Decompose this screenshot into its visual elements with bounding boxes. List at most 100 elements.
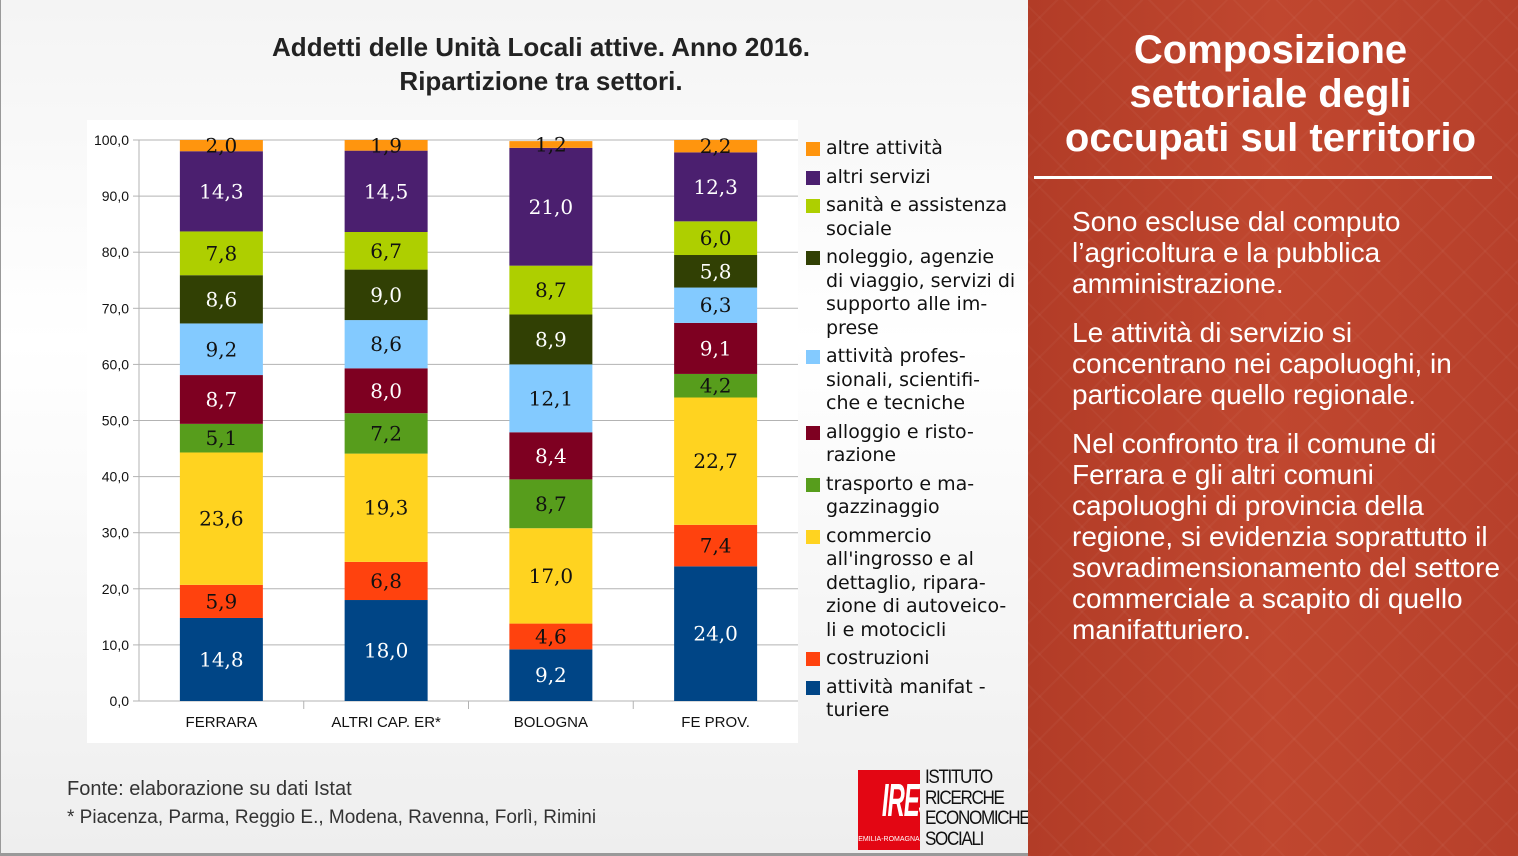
- data-label: 8,6: [370, 332, 402, 356]
- data-label: 8,9: [535, 327, 567, 351]
- y-tick-label: 90,0: [102, 188, 129, 204]
- legend-label: sanità e assistenza sociale: [826, 194, 1008, 240]
- bar-segment: [179, 375, 263, 424]
- logo-region: EMILIA-ROMAGNA: [858, 836, 920, 843]
- bar-segment: [179, 323, 263, 376]
- y-tick-label: 50,0: [102, 413, 129, 429]
- logo-mark: IRES EMILIA-ROMAGNA: [858, 770, 920, 850]
- data-label: 8,4: [535, 444, 567, 468]
- bar-segment: [674, 524, 758, 567]
- bar-segment: [509, 528, 593, 624]
- data-label: 5,8: [700, 259, 732, 283]
- data-label: 17,0: [529, 564, 574, 588]
- x-tick-label: FE PROV.: [681, 714, 750, 731]
- data-label: 19,3: [364, 496, 409, 520]
- data-label: 23,6: [199, 507, 244, 531]
- data-label: 24,0: [693, 622, 738, 646]
- logo-mark-text: IRES: [881, 774, 920, 826]
- legend-label: noleggio, agenzie di viaggio, servizi di s…: [826, 246, 1016, 339]
- side-paragraph: Le attività di servizio si concentrano n…: [1072, 317, 1452, 410]
- data-label: 14,3: [199, 179, 244, 203]
- data-label: 12,1: [529, 386, 574, 410]
- x-tick-label: BOLOGNA: [514, 714, 588, 731]
- bar-segment: [674, 152, 758, 222]
- data-label: 8,7: [535, 278, 567, 302]
- y-tick-label: 60,0: [102, 356, 129, 372]
- legend-item: alloggio e risto-razione: [806, 421, 1026, 468]
- legend-item: commercio all'ingrosso e al dettaglio, rip…: [806, 525, 1026, 643]
- data-label: 14,5: [364, 179, 409, 203]
- divider: [1034, 176, 1492, 179]
- data-label: 6,0: [700, 226, 732, 250]
- legend-swatch: [806, 529, 820, 544]
- data-label: 9,2: [535, 663, 567, 687]
- legend-label: costruzioni: [826, 647, 930, 669]
- legend-swatch: [806, 477, 820, 492]
- bar-segment: [179, 617, 263, 701]
- bar-segment: [344, 453, 428, 562]
- stacked-bar-chart: 0,0 10,0 20,0 30,0 40,0 50,0 60,0 70,0 80,0 90,0 1…: [94, 132, 798, 731]
- data-label: 9,2: [205, 337, 237, 361]
- bar-segment: [674, 287, 758, 323]
- data-label: 7,4: [700, 534, 732, 558]
- bar-segment: [344, 150, 428, 233]
- legend-swatch: [806, 199, 820, 213]
- chart-title: Addetti delle Unità Locali attive. Anno …: [141, 30, 941, 98]
- data-label: 1,2: [535, 132, 567, 156]
- legend-item: altre attività: [806, 137, 1026, 161]
- side-title: Composizione settoriale degli occupati s…: [1064, 28, 1477, 160]
- side-paragraph: Sono escluse dal computo l’agricoltura e…: [1072, 206, 1401, 299]
- bar-segment: [674, 255, 758, 288]
- legend-label: alloggio e risto-razione: [826, 420, 974, 467]
- y-tick-label: 20,0: [102, 581, 129, 597]
- data-label: 18,0: [364, 639, 409, 663]
- bar-segment: [344, 368, 428, 414]
- bar-segment: [509, 314, 593, 365]
- legend-label: attività profes-sionali, scientifi-che e…: [826, 345, 981, 414]
- footnote: * Piacenza, Parma, Reggio E., Modena, Ra…: [67, 807, 597, 828]
- bar-segment: [674, 221, 758, 256]
- data-label: 8,7: [535, 492, 567, 516]
- bar-segment: [344, 600, 428, 701]
- bar-segment: [344, 269, 428, 321]
- legend-item: attività manifat - turiere: [806, 676, 1026, 723]
- y-tick-label: 40,0: [102, 469, 129, 485]
- data-label: 4,2: [700, 374, 732, 398]
- legend-label: altre attività: [826, 137, 943, 159]
- x-tick-label: ALTRI CAP. ER*: [331, 714, 441, 731]
- legend-swatch: [806, 142, 820, 156]
- source-note: Fonte: elaborazione su dati Istat: [67, 778, 352, 800]
- data-label: 1,9: [370, 133, 402, 157]
- y-tick-label: 0,0: [110, 693, 130, 709]
- bar-segment: [344, 140, 428, 151]
- legend-label: trasporto e ma-gazzinaggio: [826, 472, 975, 519]
- legend-label: altri servizi: [826, 165, 931, 188]
- side-paragraph: Nel confronto tra il comune di Ferrara e…: [1072, 428, 1501, 645]
- bar-segment: [179, 584, 263, 618]
- bar-segment: [509, 147, 593, 266]
- bar-segment: [509, 479, 593, 529]
- y-tick-label: 100,0: [94, 132, 129, 148]
- bar-segment: [179, 151, 263, 232]
- data-label: 6,8: [370, 569, 402, 593]
- legend-item: costruzioni: [806, 647, 1026, 671]
- bar-segment: [674, 373, 758, 398]
- bar-segment: [179, 452, 263, 585]
- data-label: 14,8: [199, 647, 244, 671]
- data-label: 5,9: [205, 589, 237, 613]
- bar-segment: [179, 231, 263, 276]
- bar-segment: [179, 275, 263, 324]
- data-label: 2,2: [700, 134, 732, 158]
- y-tick-label: 30,0: [102, 525, 129, 541]
- data-label: 9,0: [370, 283, 402, 307]
- bar-segment: [674, 140, 758, 153]
- bar-segment: [344, 232, 428, 270]
- data-label: 6,7: [370, 239, 402, 263]
- data-label: 8,7: [205, 387, 237, 411]
- data-label: 22,7: [693, 449, 738, 473]
- ires-logo: IRES EMILIA-ROMAGNA ISTITUTORICERCHEECON…: [858, 767, 1031, 853]
- data-label: 5,1: [205, 426, 237, 450]
- data-label: 4,6: [535, 624, 567, 648]
- legend-swatch: [806, 350, 820, 364]
- legend-item: altri servizi: [806, 166, 1026, 190]
